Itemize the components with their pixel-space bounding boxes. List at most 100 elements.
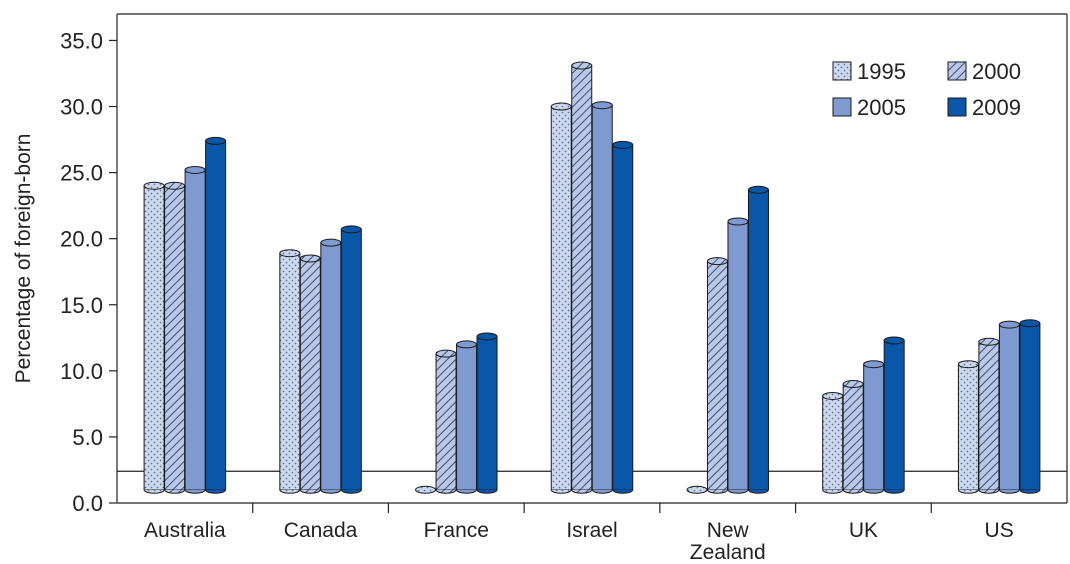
bar-body [822, 395, 844, 491]
bar-body [957, 363, 979, 491]
bar-1995-uk [822, 391, 844, 494]
legend-swatch [947, 97, 967, 117]
bar-cap [727, 217, 749, 226]
bar-cap [822, 391, 844, 400]
bar-2009-canada [340, 225, 362, 494]
bar-base [822, 489, 844, 494]
bar-2000-us [978, 337, 1000, 494]
bar-body [143, 185, 165, 491]
bar-body [978, 341, 1000, 491]
legend-swatch [947, 61, 967, 81]
legend-item-2009: 2009 [947, 95, 1021, 120]
legend-label: 1995 [857, 59, 906, 84]
bar-2009-france [476, 332, 498, 494]
bar-2005-france [456, 340, 478, 494]
bar-base [435, 489, 457, 494]
legend-swatch [832, 61, 852, 81]
bar-cap [686, 485, 708, 494]
bar-cap [706, 257, 728, 266]
bar-cap [883, 336, 905, 345]
bar-body [591, 104, 613, 491]
x-category-label: Zealand [690, 541, 766, 564]
bar-body [842, 383, 864, 491]
bar-body [550, 106, 572, 491]
bar-body [863, 363, 885, 491]
bar-2000-canada [299, 254, 321, 494]
bar-2000-uk [842, 380, 864, 494]
x-category-label: Australia [144, 519, 226, 542]
bar-base [143, 489, 165, 494]
bar-body [184, 169, 206, 491]
y-tick-label: 30.0 [60, 95, 103, 120]
bar-cap [279, 249, 301, 258]
bar-cap [320, 238, 342, 247]
bar-body [476, 335, 498, 491]
bar-base [320, 489, 342, 494]
legend-item-2000: 2000 [947, 59, 1021, 84]
bar-body [205, 140, 227, 491]
legend-swatch [832, 97, 852, 117]
bar-base [550, 489, 572, 494]
bar-cap [143, 181, 165, 190]
bar-body [340, 228, 362, 491]
bar-base [863, 489, 885, 494]
bar-cap [435, 349, 457, 358]
bar-2005-uk [863, 360, 885, 494]
bar-body [998, 324, 1020, 491]
bar-body [456, 343, 478, 491]
labels: 0.0 5.0 10.0 15.0 20.0 25.0 30.0 35.0 Percentage… [12, 28, 1014, 564]
bar-base [957, 489, 979, 494]
bar-1995-new-zealand [686, 485, 708, 494]
bar-cap [842, 380, 864, 389]
x-category-label: Canada [284, 519, 358, 542]
legend: 1995 2000 2005 2009 [832, 59, 1021, 120]
bar-base [706, 489, 728, 494]
x-category-label: UK [849, 519, 878, 542]
bar-cap [571, 61, 593, 70]
bar-cap [957, 360, 979, 369]
bar-body [706, 260, 728, 491]
bar-body [612, 144, 634, 491]
bar-base [727, 489, 749, 494]
bar-2005-canada [320, 238, 342, 494]
bar-cap [415, 485, 437, 494]
bar-2000-new-zealand [706, 257, 728, 494]
bar-2005-australia [184, 165, 206, 494]
bar-cap [340, 225, 362, 234]
bar-cap [998, 320, 1020, 329]
bar-1995-israel [550, 102, 572, 494]
bar-1995-us [957, 360, 979, 494]
bar-cap [299, 254, 321, 263]
bar-cap [612, 140, 634, 149]
bar-2000-australia [164, 181, 186, 494]
x-category-label: Israel [566, 519, 617, 542]
y-axis-title: Percentage of foreign-born [12, 134, 35, 384]
bar-2000-france [435, 349, 457, 494]
bar-base [279, 489, 301, 494]
bar-1995-australia [143, 181, 165, 494]
bar-base [205, 489, 227, 494]
bar-body [1019, 322, 1041, 491]
bar-base [1019, 489, 1041, 494]
y-tick-label: 25.0 [60, 161, 103, 186]
bar-cap [863, 360, 885, 369]
bar-base [978, 489, 1000, 494]
bar-base [998, 489, 1020, 494]
bar-cap [456, 340, 478, 349]
bar-2005-us [998, 320, 1020, 494]
y-tick-label: 5.0 [72, 425, 103, 450]
bar-1995-canada [279, 249, 301, 494]
bar-body [435, 353, 457, 491]
bar-2009-israel [612, 140, 634, 494]
bar-cap [550, 102, 572, 111]
bar-base [164, 489, 186, 494]
bar-base [476, 489, 498, 494]
bar-cap [1019, 319, 1041, 328]
bar-base [299, 489, 321, 494]
bar-1995-france [415, 485, 437, 494]
bar-cap [184, 165, 206, 174]
bar-cap [591, 101, 613, 110]
x-category-label: US [985, 519, 1014, 542]
bar-body [164, 185, 186, 491]
